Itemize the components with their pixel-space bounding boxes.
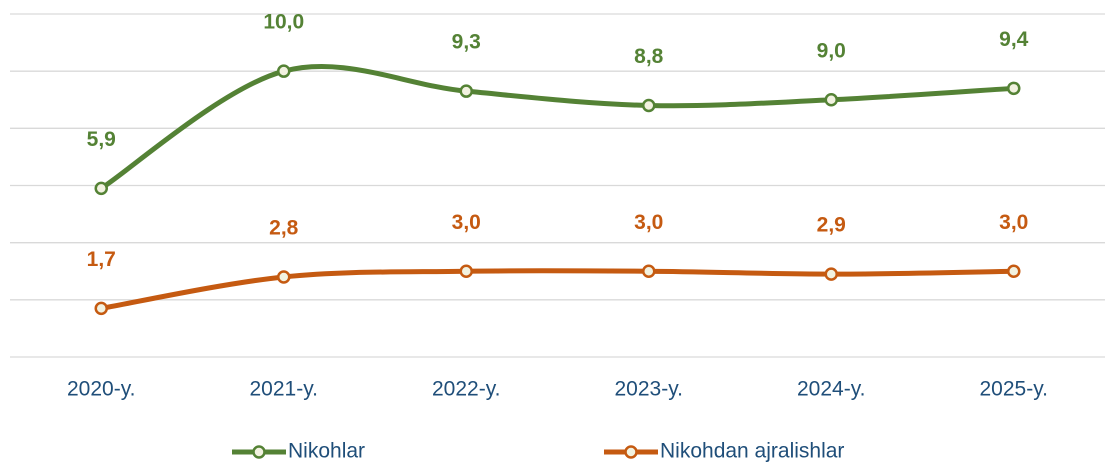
marker <box>94 181 108 196</box>
data-label: 3,0 <box>999 211 1028 234</box>
data-label: 5,9 <box>87 128 116 151</box>
series-line <box>98 268 1017 311</box>
x-tick-label: 2021-y. <box>250 378 319 401</box>
x-tick-label: 2020-y. <box>67 378 136 401</box>
marker <box>94 301 108 316</box>
data-label: 2,8 <box>269 217 299 240</box>
legend-label: Nikohlar <box>288 440 365 463</box>
marker <box>459 84 473 98</box>
data-label: 9,0 <box>817 39 846 62</box>
data-label: 10,0 <box>263 11 304 34</box>
data-label: 2,9 <box>817 214 846 237</box>
marker <box>824 93 838 107</box>
legend-marker <box>624 445 638 459</box>
marker <box>459 264 473 278</box>
series-line <box>98 63 1017 191</box>
marker <box>642 98 656 113</box>
data-label: 9,4 <box>999 28 1029 51</box>
x-tick-label: 2024-y. <box>797 378 866 401</box>
x-tick-label: 2025-y. <box>980 378 1049 401</box>
data-label: 9,3 <box>452 31 481 54</box>
marker <box>277 270 291 284</box>
legend-label: Nikohdan ajralishlar <box>660 440 844 463</box>
marker <box>824 267 838 281</box>
x-tick-label: 2022-y. <box>432 378 501 401</box>
data-label: 3,0 <box>452 211 481 234</box>
marker <box>277 64 291 78</box>
data-label: 8,8 <box>634 45 664 68</box>
data-label: 3,0 <box>634 211 663 234</box>
x-tick-label: 2023-y. <box>615 378 684 401</box>
legend-marker <box>252 445 266 459</box>
data-label: 1,7 <box>87 248 116 271</box>
marker <box>642 264 656 278</box>
marker <box>1007 264 1021 278</box>
marker <box>1007 81 1021 96</box>
